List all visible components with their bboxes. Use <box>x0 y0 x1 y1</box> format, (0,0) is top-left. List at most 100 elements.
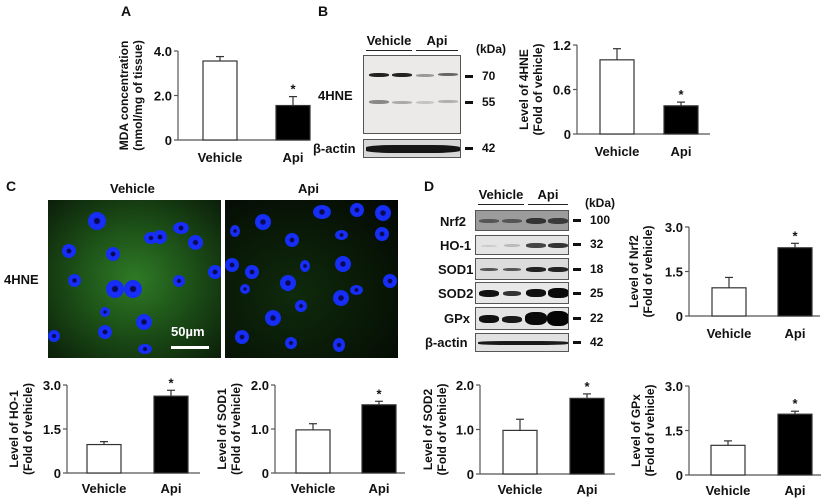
x-category-label: Api <box>785 326 806 341</box>
x-category-label: Api <box>671 144 692 159</box>
y-axis-label: Level of SOD2(Fold of vehicle) <box>421 383 449 475</box>
y-axis-label: Level of HO-1(Fold of vehicle) <box>7 383 35 475</box>
blot-actin-b <box>363 139 461 158</box>
y-axis-label: Level of 4HNE(Fold of vehicle) <box>517 43 545 135</box>
marker-55: 55 <box>482 95 496 109</box>
panel-label-c: C <box>6 178 17 194</box>
bar-vehicle <box>502 429 538 475</box>
y-tick-label: 1.5 <box>665 265 683 280</box>
blot-label-actin-d: β-actin <box>425 335 468 350</box>
chart-ho1-level: 0 1.5 3.0 Level of HO-1(Fold of vehicle) Veh… <box>7 375 200 496</box>
blot-sod2 <box>475 282 569 304</box>
y-tick-label: 3.0 <box>43 378 61 393</box>
kda-label-d: (kDa) <box>585 196 616 210</box>
y-tick-label: 2.0 <box>251 378 269 393</box>
x-category-label: Api <box>577 482 598 497</box>
chart-gpx-level: 0 1.5 3.0 Level of GPx(Fold of vehicle) Vehi… <box>629 379 821 498</box>
x-category-label: Vehicle <box>595 144 640 159</box>
x-category-label: Vehicle <box>198 150 243 165</box>
bar-api <box>777 413 813 476</box>
y-axis-label: Level of GPx(Fold of vehicle) <box>629 384 657 476</box>
significance-marker: * <box>376 386 382 401</box>
x-category-label: Vehicle <box>707 326 752 341</box>
x-category-label: Vehicle <box>706 483 751 498</box>
marker-42-d: 42 <box>590 335 604 349</box>
bar-api <box>361 404 397 474</box>
blot-label-sod1: SOD1 <box>438 262 474 277</box>
y-tick-label: 0 <box>54 466 61 481</box>
significance-marker: * <box>290 82 296 97</box>
y-tick-label: 0 <box>676 468 683 483</box>
bar-vehicle <box>86 443 122 474</box>
chart-sod2-level: 0 1.0 2.0 Level of SOD2(Fold of vehicle) Veh… <box>421 378 615 497</box>
group-label-api-d: Api <box>537 187 559 202</box>
bar-vehicle <box>295 429 331 474</box>
x-category-label: Api <box>161 481 182 496</box>
row-label-4hne: 4HNE <box>4 272 39 287</box>
y-tick-label: 1.0 <box>456 423 474 438</box>
y-axis-label: MDA concentration(nmol/mg of tissue) <box>117 40 145 151</box>
scale-bar <box>171 346 209 349</box>
panel-label-a: A <box>121 3 132 19</box>
y-tick-label: 1.0 <box>251 422 269 437</box>
x-category-label: Api <box>369 481 390 496</box>
marker-22: 22 <box>590 311 604 325</box>
x-category-label: Api <box>785 483 806 498</box>
chart-4hne-level: 0 0.6 1.2 Level of 4HNE(Fold of vehicle) Veh… <box>517 38 710 159</box>
x-category-label: Vehicle <box>82 481 127 496</box>
significance-marker: * <box>792 396 798 411</box>
bar-api <box>153 395 189 474</box>
y-tick-label: 1.2 <box>553 38 571 53</box>
y-tick-label: 0 <box>676 309 683 324</box>
chart-mda-concentration: 0 2.0 4.0 MDA concentration(nmol/mg of tiss… <box>117 40 311 165</box>
y-tick-label: 1.5 <box>43 422 61 437</box>
blot-label-ho1: HO-1 <box>440 238 472 253</box>
y-tick-label: 3.0 <box>665 379 683 394</box>
chart-sod1-level: 0 1.0 2.0 Level of SOD1(Fold of vehicle) Veh… <box>215 378 405 496</box>
micrograph-api <box>225 200 398 358</box>
x-category-label: Api <box>283 150 304 165</box>
blot-nrf2 <box>475 210 569 231</box>
blot-ho1 <box>475 235 569 255</box>
marker-18: 18 <box>590 262 604 276</box>
significance-marker: * <box>792 228 798 243</box>
y-axis-label: Level of SOD1(Fold of vehicle) <box>215 383 243 475</box>
bar-api <box>569 397 605 475</box>
significance-marker: * <box>168 375 174 390</box>
panel-label-b: B <box>318 3 329 19</box>
blot-label-actin-b: β-actin <box>313 141 356 156</box>
marker-70: 70 <box>482 69 496 83</box>
panel-label-d: D <box>424 178 435 194</box>
group-label-api: Api <box>426 33 448 48</box>
blot-label-sod2: SOD2 <box>438 286 474 301</box>
bar-vehicle <box>599 59 635 135</box>
blot-label-gpx: GPx <box>444 311 471 326</box>
y-tick-label: 0 <box>564 127 571 142</box>
significance-marker: * <box>678 87 684 102</box>
blot-gpx <box>475 307 569 330</box>
y-tick-label: 2.0 <box>456 378 474 393</box>
y-tick-label: 3.0 <box>665 220 683 235</box>
blot-b-group-api: Api <box>416 32 458 51</box>
bar-api <box>275 104 311 141</box>
blot-d-group-vehicle: Vehicle <box>478 186 524 205</box>
chart-nrf2-level: 0 1.5 3.0 Level of Nrf2(Fold of vehicle) Veh… <box>627 220 820 341</box>
bar-vehicle <box>202 60 238 141</box>
blot-4hne <box>363 55 461 134</box>
blot-label-nrf2: Nrf2 <box>440 214 467 229</box>
y-axis-label: Level of Nrf2(Fold of vehicle) <box>627 225 655 317</box>
blot-b-group-vehicle: Vehicle <box>366 32 412 51</box>
bar-vehicle <box>710 444 746 476</box>
kda-label-b: (kDa) <box>476 42 507 56</box>
bar-api <box>777 247 813 317</box>
image-title-api: Api <box>298 181 319 196</box>
blot-actin-d <box>475 333 569 352</box>
significance-marker: * <box>584 379 590 394</box>
micrograph-vehicle: 50µm <box>48 200 221 358</box>
y-tick-label: 2.0 <box>154 89 172 104</box>
bar-vehicle <box>711 287 747 317</box>
blot-sod1 <box>475 258 569 280</box>
marker-100: 100 <box>590 213 611 227</box>
group-label-vehicle: Vehicle <box>366 33 412 48</box>
y-tick-label: 0.6 <box>553 83 571 98</box>
